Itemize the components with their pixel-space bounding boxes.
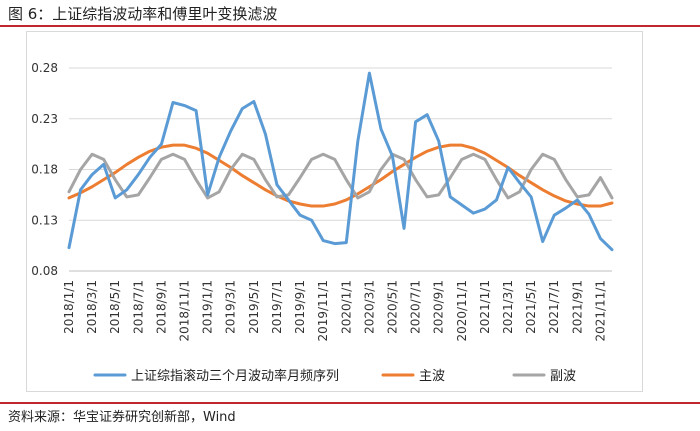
figure-title: 图 6：上证综指波动率和傅里叶变换滤波: [8, 5, 278, 23]
x-tick-label: 2018/3/1: [85, 280, 99, 334]
legend-label: 副波: [550, 369, 576, 384]
y-axis-tick-labels: 0.08 0.13 0.18 0.23 0.28: [31, 61, 58, 278]
x-tick-label: 2021/3/1: [501, 280, 515, 334]
y-tick-label: 0.28: [31, 61, 58, 75]
source-note: 资料来源：华宝证券研究创新部，Wind: [8, 410, 236, 425]
x-tick-label: 2020/3/1: [362, 280, 376, 334]
chart-frame: [26, 31, 643, 392]
series-line-3: [67, 152, 614, 200]
bottom-rule: [0, 402, 700, 404]
y-tick-label: 0.23: [31, 112, 58, 126]
y-tick-label: 0.08: [31, 264, 58, 278]
x-tick-label: 2021/11/1: [593, 280, 607, 342]
x-axis-tick-labels: 2018/1/1 2018/3/1 2018/5/1 2018/7/1 2018/9/1…: [62, 280, 607, 342]
x-tick-label: 2020/5/1: [385, 280, 399, 334]
x-tick-label: 2018/5/1: [108, 280, 122, 334]
x-tick-label: 2018/7/1: [131, 280, 145, 334]
x-tick-label: 2020/9/1: [432, 280, 446, 334]
series-lines: [67, 71, 614, 252]
x-tick-label: 2019/7/1: [270, 280, 284, 334]
x-tick-label: 2021/5/1: [524, 280, 538, 334]
legend: 上证综指滚动三个月波动率月频序列 主波 副波: [93, 368, 576, 384]
x-tick-label: 2018/1/1: [62, 280, 76, 334]
x-tick-label: 2021/7/1: [547, 280, 561, 334]
x-tick-label: 2020/7/1: [409, 280, 423, 334]
x-tick-label: 2020/1/1: [339, 280, 353, 334]
x-tick-label: 2019/9/1: [293, 280, 307, 334]
x-tick-label: 2018/11/1: [178, 280, 192, 342]
x-tick-label: 2019/3/1: [224, 280, 238, 334]
y-tick-label: 0.13: [31, 213, 58, 227]
x-tick-label: 2019/5/1: [247, 280, 261, 334]
x-tick-label: 2019/11/1: [316, 280, 330, 342]
legend-label: 上证综指滚动三个月波动率月频序列: [131, 368, 339, 384]
x-tick-label: 2019/1/1: [201, 280, 215, 334]
x-tick-label: 2021/1/1: [478, 280, 492, 334]
top-rule: [0, 25, 700, 27]
y-tick-label: 0.18: [31, 163, 58, 177]
x-tick-label: 2021/9/1: [570, 280, 584, 334]
series-line-1: [67, 71, 614, 252]
legend-label: 主波: [419, 369, 445, 384]
x-tick-label: 2020/11/1: [455, 280, 469, 342]
x-tick-label: 2018/9/1: [154, 280, 168, 334]
